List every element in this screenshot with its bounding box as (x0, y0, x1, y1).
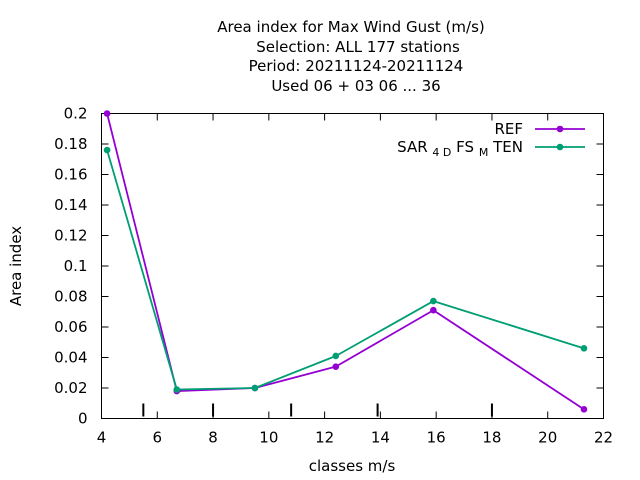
legend-marker-ref (556, 125, 564, 133)
y-tick-label: 0.08 (54, 288, 87, 306)
title-line-2: Selection: ALL 177 stations (256, 38, 460, 56)
series-1-point (103, 146, 111, 154)
x-tick-label: 22 (594, 429, 613, 447)
title-line-1: Area index for Max Wind Gust (m/s) (217, 18, 485, 36)
series-line-0 (106, 113, 585, 411)
y-tick-label: 0.06 (54, 318, 87, 336)
series-0-point (430, 306, 437, 314)
y-axis: 0 0.02 0.04 0.06 0.08 0.1 0.12 0.14 0.16 0.18 0.2 (54, 105, 604, 428)
legend-marker-sar (556, 143, 564, 151)
title-line-4: Used 06 + 03 06 ... 36 (271, 77, 440, 95)
x-tick-label: 6 (153, 429, 163, 447)
x-tick-label: 20 (538, 429, 557, 447)
y-tick-label: 0.1 (64, 257, 88, 275)
y-tick-label: 0.02 (54, 379, 87, 397)
legend-entry-ref: REF (494, 120, 585, 138)
x-axis-label: classes m/s (309, 457, 396, 475)
legend-label-sar-part-1: SAR (397, 138, 427, 156)
series-0-point (580, 406, 588, 413)
legend-entry-sar: SAR 4 D FS M TEN (397, 138, 585, 160)
y-axis-label: Area index (7, 226, 25, 306)
x-tick-label: 8 (208, 429, 218, 447)
x-axis: 4 6 8 10 12 14 16 18 20 22 (97, 113, 613, 447)
y-tick-label: 0.04 (54, 349, 87, 367)
legend: REF SAR 4 D FS M TEN (397, 120, 585, 160)
y-tick-label: 0.14 (54, 196, 87, 214)
y-tick-label: 0.12 (54, 227, 87, 245)
x-tick-label: 4 (97, 429, 107, 447)
y-tick-label: 0 (78, 410, 88, 428)
x-tick-label: 14 (371, 429, 390, 447)
series-layer (103, 110, 588, 413)
legend-label-ref: REF (494, 120, 523, 138)
title-line-3: Period: 20211124-20211124 (249, 57, 464, 75)
legend-label-sar: SAR 4 D FS M TEN (397, 138, 523, 160)
series-0-point (332, 363, 340, 370)
series-1-point (332, 352, 340, 360)
chart-title: Area index for Max Wind Gust (m/s) Selec… (217, 18, 485, 95)
series-1-point (580, 345, 588, 352)
x-tick-label: 10 (259, 429, 278, 447)
y-tick-label: 0.2 (64, 105, 88, 123)
series-0-point (103, 110, 111, 117)
series-1-point (430, 297, 437, 305)
series-1-point (173, 386, 181, 393)
y-tick-label: 0.18 (54, 135, 87, 153)
series-line-1 (106, 149, 585, 391)
class-boundary-marks (142, 403, 493, 417)
x-tick-label: 16 (427, 429, 446, 447)
legend-label-sar-part-4: M (479, 146, 489, 159)
y-tick-label: 0.16 (54, 166, 87, 184)
x-tick-label: 18 (482, 429, 501, 447)
legend-label-sar-part-2: 4 D (432, 146, 451, 159)
legend-label-sar-part-3: FS (456, 138, 474, 156)
series-1-point (251, 384, 259, 392)
legend-label-sar-part-5: TEN (492, 138, 523, 156)
x-tick-label: 12 (315, 429, 334, 447)
